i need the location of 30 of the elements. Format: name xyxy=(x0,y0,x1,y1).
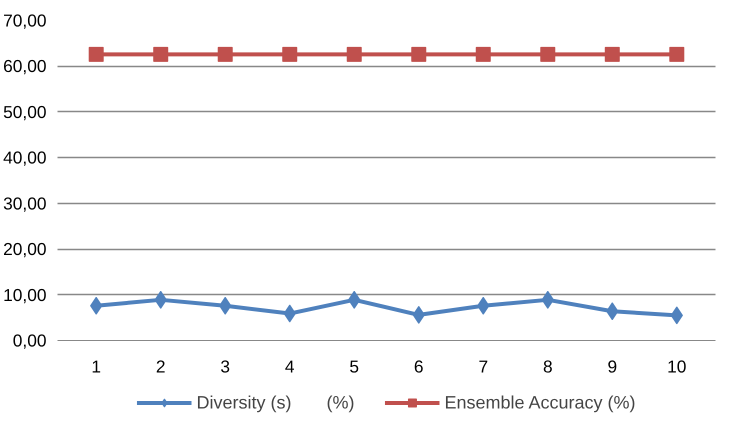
x-tick-label: 1 xyxy=(91,356,102,376)
y-tick-label: 50,00 xyxy=(3,102,47,122)
x-tick-label: 10 xyxy=(667,356,686,376)
x-tick-label: 6 xyxy=(414,356,424,376)
point xyxy=(604,46,620,62)
point xyxy=(153,46,168,62)
legend-label: Diversity (s) (%) xyxy=(196,392,354,413)
point xyxy=(669,46,684,62)
y-tick-label: 20,00 xyxy=(3,239,47,260)
point xyxy=(88,46,104,62)
x-tick-label: 5 xyxy=(349,356,360,376)
x-tick-label: 2 xyxy=(156,356,166,376)
point xyxy=(411,46,426,62)
y-tick-label: 10,00 xyxy=(3,284,47,305)
y-tick-label: 0,00 xyxy=(12,330,47,350)
x-tick-label: 9 xyxy=(607,356,618,376)
legend-label: Ensemble Accuracy (%) xyxy=(444,392,636,413)
y-tick-label: 60,00 xyxy=(3,56,47,76)
x-tick-label: 7 xyxy=(478,356,488,376)
x-tick-label: 3 xyxy=(220,356,230,376)
point xyxy=(218,46,233,62)
y-tick-label: 40,00 xyxy=(3,148,47,168)
x-tick-label: 8 xyxy=(542,356,553,376)
point xyxy=(476,46,491,62)
y-tick-label: 70,00 xyxy=(3,10,47,30)
point xyxy=(346,46,362,62)
x-tick-label: 4 xyxy=(284,356,295,376)
point xyxy=(540,46,556,62)
y-tick-label: 30,00 xyxy=(3,193,47,214)
point xyxy=(282,46,298,62)
